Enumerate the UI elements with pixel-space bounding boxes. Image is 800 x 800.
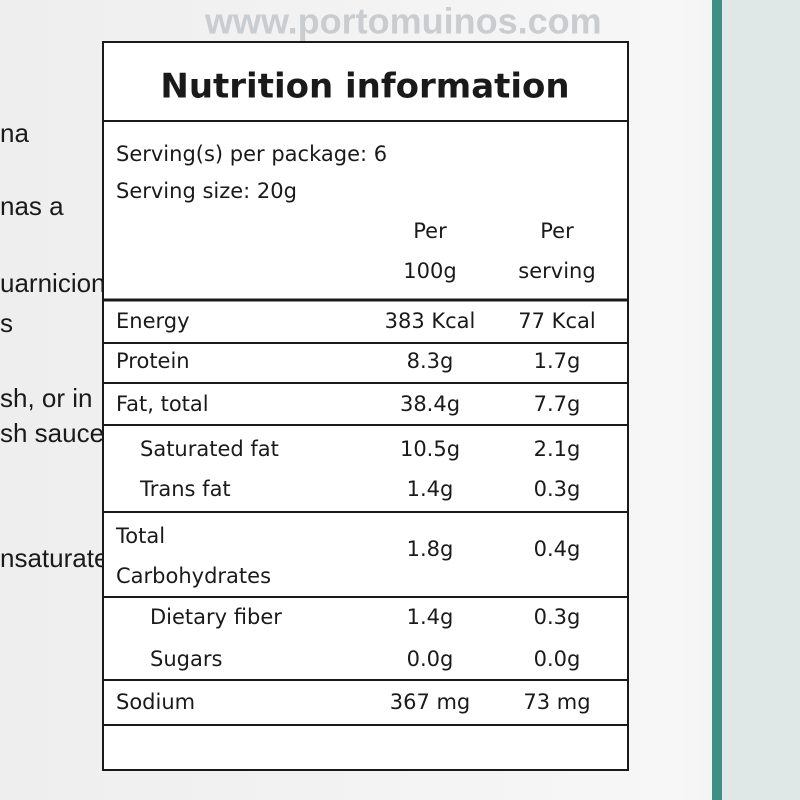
value-per-serving: 77 Kcal (518, 309, 595, 333)
nutrient-label: Sodium (116, 690, 195, 714)
value-per-serving: 2.1g (534, 437, 581, 461)
value-per-serving: 0.3g (534, 477, 581, 501)
fragment: s (0, 308, 13, 338)
col-header: Per (540, 219, 574, 243)
nutrient-label: Carbohydrates (116, 564, 271, 588)
fragment: nas a (0, 191, 64, 221)
value-per-serving: 0.4g (534, 537, 581, 561)
value-per-100g: 367 mg (390, 690, 471, 714)
value-per-100g: 1.4g (407, 477, 454, 501)
nutrient-label: Trans fat (139, 477, 231, 501)
value-per-100g: 1.4g (407, 605, 454, 629)
nutrient-label: Protein (116, 349, 190, 373)
value-per-100g: 383 Kcal (385, 309, 476, 333)
nutrient-label: Total (115, 524, 165, 548)
nutrition-panel (102, 41, 629, 771)
value-per-100g: 38.4g (400, 392, 460, 416)
col-header: serving (518, 259, 595, 283)
fragment: na (0, 118, 29, 148)
fragment: sh, or in (0, 383, 93, 413)
nutrient-label: Fat, total (116, 392, 209, 416)
website: www.portomuinos.com (204, 1, 602, 42)
package-stripe (712, 0, 722, 800)
value-per-serving: 73 mg (523, 690, 590, 714)
value-per-serving: 0.0g (534, 647, 581, 671)
panel-title: Nutrition information (160, 67, 569, 107)
nutrient-label: Energy (116, 309, 190, 333)
col-header: Per (413, 219, 447, 243)
servings-per-package: Serving(s) per package: 6 (116, 142, 387, 166)
value-per-100g: 0.0g (407, 647, 454, 671)
value-per-100g: 1.8g (407, 537, 454, 561)
package-edge (712, 0, 800, 800)
serving-size: Serving size: 20g (116, 179, 297, 203)
nutrient-label: Saturated fat (140, 437, 279, 461)
nutrient-label: Sugars (150, 647, 222, 671)
fragment: sh sauce (0, 418, 104, 448)
value-per-100g: 8.3g (407, 349, 454, 373)
value-per-serving: 1.7g (534, 349, 581, 373)
value-per-serving: 0.3g (534, 605, 581, 629)
col-header: 100g (403, 259, 456, 283)
value-per-100g: 10.5g (400, 437, 460, 461)
value-per-serving: 7.7g (534, 392, 581, 416)
rows: Energy 383 Kcal 77 Kcal Protein 8.3g 1.7g Fat,… (103, 309, 628, 726)
nutrient-label: Dietary fiber (150, 605, 282, 629)
